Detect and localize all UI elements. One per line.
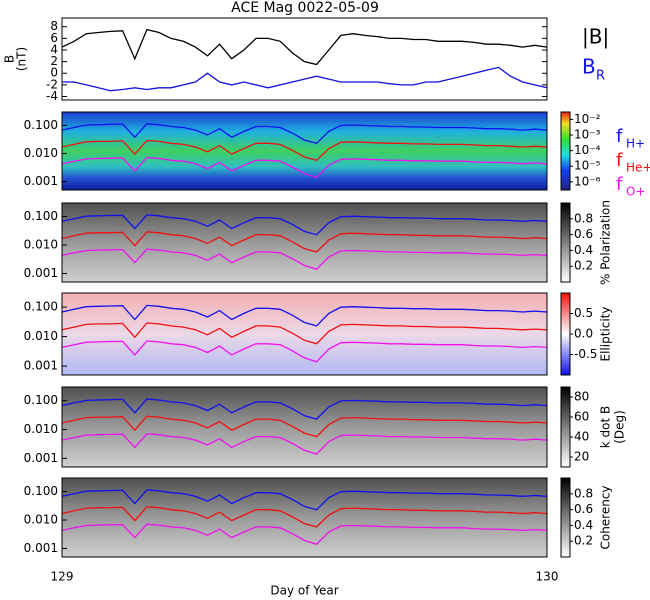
- spectrogram-background: [62, 387, 547, 467]
- plot-frame: [61, 477, 548, 558]
- colorbar-tick-label: 0.0: [574, 327, 593, 341]
- legend-label: f: [616, 174, 623, 195]
- colorbar-tick-label: 60: [574, 410, 589, 424]
- colorbar-tick-label: 80: [574, 390, 589, 404]
- y-tick-label: 0.010: [24, 329, 58, 343]
- y-tick-label: -4: [46, 89, 58, 103]
- y-tick-label: 6: [50, 31, 58, 45]
- line-series: [62, 66, 548, 92]
- spectrogram-background: [62, 112, 547, 190]
- colorbar: [560, 292, 571, 376]
- line-series: [61, 28, 548, 66]
- spectrogram-background: [62, 478, 547, 557]
- colorbar: [560, 202, 571, 283]
- y-tick-label: 2: [50, 54, 58, 68]
- y-axis-label: B: [3, 55, 17, 63]
- legend-subscript: O+: [626, 185, 646, 199]
- colorbar-label: Ellipticity: [599, 307, 613, 362]
- gyrofrequency-line: [61, 139, 548, 162]
- gyrofrequency-line: [61, 398, 548, 420]
- y-tick-label: 0: [50, 66, 58, 80]
- y-tick-label: 4: [50, 42, 58, 56]
- gyrofrequency-line: [61, 214, 548, 236]
- plot-frame: [61, 111, 548, 191]
- legend-label: f: [616, 126, 623, 147]
- y-tick-label: 0.001: [24, 451, 58, 465]
- y-tick-label: 0.100: [24, 300, 58, 314]
- gyrofrequency-line: [61, 489, 548, 511]
- spectrogram-background: [62, 203, 547, 282]
- colorbar-label: k dot B: [599, 406, 613, 448]
- x-axis-label: Day of Year: [270, 584, 338, 598]
- legend-label: f: [616, 150, 623, 171]
- y-tick-label: 0.001: [24, 174, 58, 188]
- colorbar-tick-label: 0.2: [574, 259, 593, 273]
- colorbar-tick-label: -0.5: [574, 347, 597, 361]
- chart-title: ACE Mag 0022-05-09: [231, 0, 379, 16]
- colorbar-tick-label: 0.6: [574, 502, 593, 516]
- legend-subscript: He+: [626, 161, 650, 175]
- y-axis-label: (nT): [15, 47, 29, 71]
- legend-subscript: H+: [626, 137, 645, 151]
- gyrofrequency-line: [61, 156, 548, 179]
- y-tick-label: 8: [50, 19, 58, 33]
- colorbar-label: Coherency: [599, 485, 613, 549]
- colorbar-tick-label: 0.8: [574, 211, 593, 225]
- gyrofrequency-line: [61, 231, 548, 253]
- plot-frame: [61, 292, 548, 376]
- legend-label: B: [582, 55, 596, 79]
- colorbar-tick-label: 0.4: [574, 518, 593, 532]
- y-tick-label: -2: [46, 77, 58, 91]
- plot-frame: [61, 386, 548, 468]
- colorbar: [560, 111, 571, 191]
- colorbar-label: (Deg): [613, 410, 627, 444]
- y-tick-label: 0.010: [24, 146, 58, 160]
- spectrogram-background: [62, 293, 547, 375]
- colorbar-label: % Polarization: [599, 200, 613, 285]
- gyrofrequency-line: [61, 523, 548, 546]
- gyrofrequency-line: [61, 340, 548, 363]
- colorbar-tick-label: 40: [574, 430, 589, 444]
- colorbar-tick-label: 0.5: [574, 306, 593, 320]
- x-tick-label: 130: [536, 570, 559, 584]
- colorbar-tick-label: 10⁻⁶: [574, 174, 601, 188]
- y-tick-label: 0.100: [24, 393, 58, 407]
- gyrofrequency-line: [61, 304, 548, 327]
- colorbar: [560, 386, 571, 468]
- colorbar-tick-label: 0.4: [574, 243, 593, 257]
- colorbar-tick-label: 10⁻⁴: [574, 143, 601, 157]
- colorbar-tick-label: 20: [574, 450, 589, 464]
- y-tick-label: 0.100: [24, 209, 58, 223]
- y-tick-label: 0.001: [24, 359, 58, 373]
- gyrofrequency-line: [61, 433, 548, 455]
- plot-frame: [61, 17, 548, 101]
- gyrofrequency-line: [61, 322, 548, 345]
- y-tick-label: 0.100: [24, 484, 58, 498]
- y-tick-label: 0.001: [24, 541, 58, 555]
- legend-subscript: R: [596, 69, 605, 84]
- colorbar-tick-label: 0.8: [574, 486, 593, 500]
- gyrofrequency-line: [61, 248, 548, 271]
- gyrofrequency-line: [61, 415, 548, 438]
- gyrofrequency-line: [61, 123, 548, 145]
- x-tick-label: 129: [51, 570, 74, 584]
- colorbar-tick-label: 10⁻²: [574, 112, 601, 126]
- y-tick-label: 0.010: [24, 238, 58, 252]
- y-tick-label: 0.010: [24, 513, 58, 527]
- plot-frame: [61, 202, 548, 283]
- gyrofrequency-line: [61, 506, 548, 528]
- legend-label: |B|: [582, 25, 609, 49]
- y-tick-label: 0.010: [24, 422, 58, 436]
- colorbar-tick-label: 0.2: [574, 534, 593, 548]
- colorbar-tick-label: 10⁻³: [574, 128, 601, 142]
- y-tick-label: 0.100: [24, 118, 58, 132]
- colorbar-tick-label: 0.6: [574, 227, 593, 241]
- colorbar-tick-label: 10⁻⁵: [574, 159, 601, 173]
- colorbar: [560, 477, 571, 558]
- y-tick-label: 0.001: [24, 266, 58, 280]
